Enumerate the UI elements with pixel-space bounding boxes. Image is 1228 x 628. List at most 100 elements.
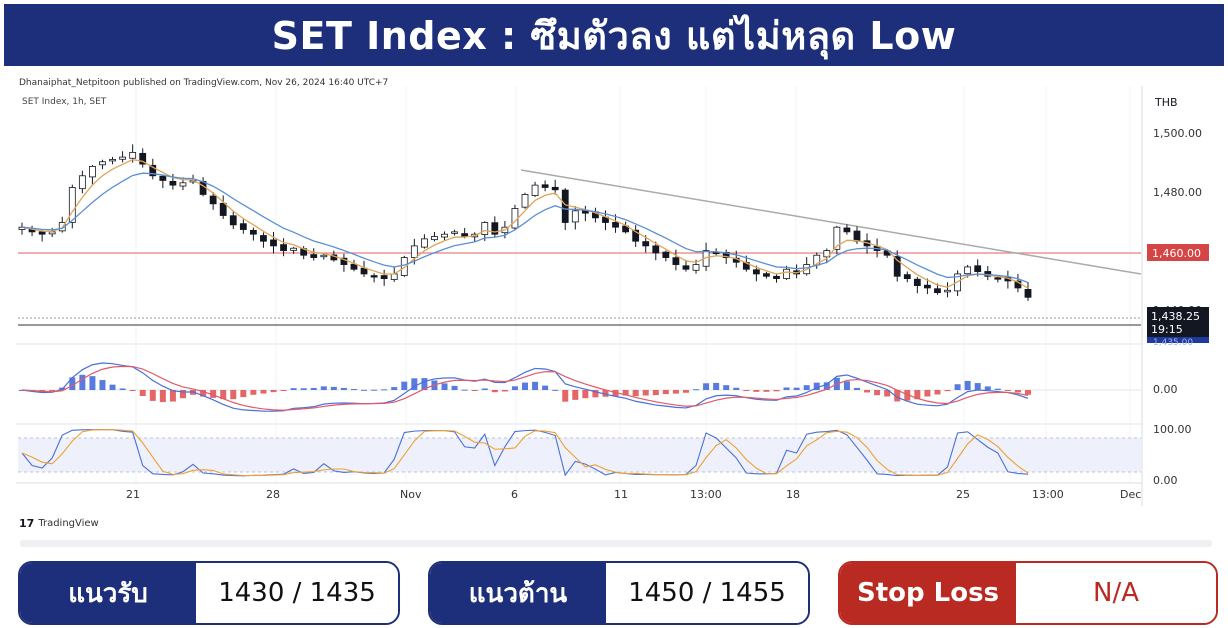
macd-bar — [723, 385, 730, 390]
candle-body — [129, 152, 137, 159]
support-label: แนวรับ — [20, 563, 196, 623]
candle-body — [913, 278, 921, 287]
macd-bar — [813, 382, 820, 390]
candle-body — [109, 159, 116, 162]
candle-body — [994, 277, 1002, 280]
macd-bar — [632, 390, 639, 397]
macd-bar — [622, 390, 629, 396]
macd-bar — [652, 390, 659, 396]
candle-body — [853, 230, 861, 242]
macd-bar — [884, 390, 891, 397]
macd-bar — [89, 376, 96, 390]
macd-bar — [793, 387, 800, 390]
stop-loss-panel: Stop Loss N/A — [838, 561, 1218, 625]
candle-body — [551, 186, 559, 191]
macd-bar — [1014, 390, 1021, 393]
candle-series — [18, 144, 1032, 301]
candle-body — [169, 180, 177, 186]
candle-body — [400, 257, 408, 276]
candle-body — [270, 239, 277, 247]
support-value: 1430 / 1435 — [196, 563, 398, 623]
macd-bar — [300, 388, 307, 390]
macd-bar — [421, 378, 428, 390]
macd-bar — [49, 390, 56, 391]
candle-body — [290, 247, 298, 251]
macd-bar — [240, 390, 247, 398]
macd-bar — [511, 386, 518, 390]
candle-body — [38, 231, 46, 235]
candle-body — [531, 184, 539, 196]
candle-body — [893, 256, 901, 277]
candle-body — [68, 187, 76, 223]
resistance-label: แนวต้าน — [430, 563, 606, 623]
macd-bar — [69, 377, 76, 390]
candle-body — [491, 222, 499, 235]
candle-body — [924, 284, 931, 289]
chart-scrollbar[interactable] — [20, 540, 1212, 547]
marked-level-tag — [1147, 244, 1209, 261]
last-price-value: 1,438.25 — [1151, 310, 1200, 323]
macd-bar — [853, 387, 860, 390]
time-tick-1300a: 13:00 — [690, 488, 722, 501]
chart-panel[interactable]: Dhanaiphat_Netpitoon published on Tradin… — [16, 72, 1212, 538]
candle-body — [209, 195, 217, 205]
macd-bar — [290, 388, 297, 390]
candle-body — [149, 164, 157, 177]
macd-bar — [803, 385, 810, 390]
macd-bar — [934, 390, 941, 395]
time-tick-11: 11 — [614, 488, 628, 501]
candle-body — [280, 244, 287, 251]
macd-axis-label: 0.00 — [1153, 383, 1178, 396]
macd-bar — [210, 390, 217, 398]
tradingview-brand: TradingView — [38, 518, 99, 529]
macd-bar — [552, 389, 559, 391]
macd-bar — [914, 390, 921, 400]
stoch-k-line — [21, 429, 1029, 477]
macd-bar — [340, 387, 347, 390]
bar-countdown: 19:15 — [1151, 323, 1183, 336]
candle-body — [521, 194, 529, 208]
candle-body — [1024, 288, 1032, 298]
resistance-panel: แนวต้าน 1450 / 1455 — [428, 561, 810, 625]
candle-body — [571, 210, 579, 223]
macd-bar — [783, 387, 790, 390]
macd-bar — [713, 382, 720, 390]
candle-body — [119, 156, 126, 160]
chart-grid — [135, 86, 1131, 483]
publisher-note: Dhanaiphat_Netpitoon published on Tradin… — [19, 78, 389, 88]
macd-bar — [139, 390, 146, 396]
macd-bar — [602, 390, 609, 397]
macd-bar — [159, 390, 166, 403]
candle-body — [662, 251, 670, 258]
macd-bar — [672, 390, 679, 394]
time-tick-nov: Nov — [400, 488, 422, 501]
macd-bar — [451, 385, 458, 390]
candle-body — [179, 182, 187, 187]
candle-body — [944, 289, 951, 293]
candle-body — [903, 274, 911, 279]
macd-bar — [763, 390, 770, 392]
macd-bar — [129, 390, 136, 391]
macd-bar — [461, 389, 468, 391]
macd-bar — [109, 384, 116, 390]
candle-body — [561, 189, 569, 223]
macd-bar — [220, 390, 227, 400]
candle-body — [390, 273, 398, 280]
time-tick-dec: Dec — [1120, 488, 1141, 501]
candle-body — [481, 222, 489, 235]
price-chart[interactable]: SET Index, 1h, SET THB 1,500.00 1,480.00… — [16, 86, 1212, 526]
macd-bar — [350, 389, 357, 391]
macd-bar — [501, 390, 508, 392]
candle-body — [99, 161, 106, 166]
macd-bar — [954, 384, 961, 390]
macd-bar — [320, 386, 327, 390]
macd-bar — [592, 390, 599, 398]
candle-body — [350, 263, 358, 270]
macd-bar — [401, 381, 408, 390]
price-tick-1480: 1,480.00 — [1153, 186, 1202, 199]
macd-bar — [572, 390, 579, 400]
macd-bar — [994, 388, 1001, 390]
macd-bar — [1004, 390, 1011, 391]
macd-bar — [361, 389, 368, 391]
macd-histogram — [19, 374, 1031, 403]
